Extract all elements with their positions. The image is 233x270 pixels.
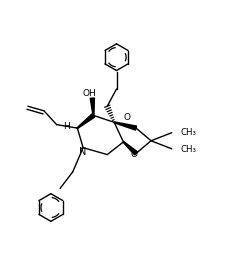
Text: N: N: [79, 147, 87, 157]
Polygon shape: [90, 98, 94, 116]
Text: O: O: [124, 113, 131, 122]
Text: CH₃: CH₃: [181, 145, 197, 154]
Polygon shape: [114, 122, 137, 130]
Text: CH₃: CH₃: [181, 128, 197, 137]
Text: H: H: [63, 122, 70, 131]
Text: OH: OH: [83, 89, 96, 98]
Polygon shape: [77, 114, 95, 129]
Polygon shape: [123, 141, 137, 155]
Text: O: O: [131, 150, 138, 159]
